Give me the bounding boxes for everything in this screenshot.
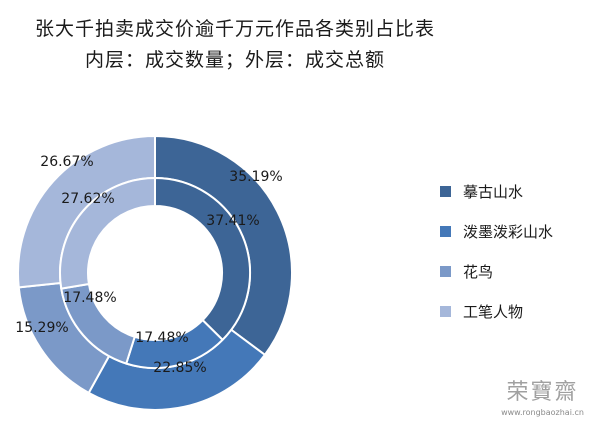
legend-item: 泼墨泼彩山水: [440, 220, 553, 242]
watermark-logo: 荣寶齋: [506, 380, 579, 405]
legend-item: 花鸟: [440, 260, 553, 282]
chart-title: 张大千拍卖成交价逾千万元作品各类别占比表: [34, 18, 435, 40]
outer-ring-data-label: 15.29%: [15, 320, 68, 336]
chart-subtitle: 内层：成交数量；外层：成交总额: [84, 49, 385, 71]
inner-ring-data-label: 17.48%: [135, 330, 188, 346]
watermark-url: www.rongbaozhai.cn: [501, 408, 584, 417]
legend-label: 摹古山水: [463, 182, 524, 201]
legend-item: 工笔人物: [440, 300, 553, 322]
watermark: 荣寶齋 www.rongbaozhai.cn: [490, 374, 595, 417]
outer-ring-data-label: 26.67%: [40, 154, 93, 170]
legend-swatch: [440, 305, 451, 317]
legend-label: 花鸟: [463, 262, 494, 281]
legend-item: 摹古山水: [440, 180, 553, 202]
legend-swatch: [440, 185, 451, 197]
legend-swatch: [440, 225, 451, 237]
legend-swatch: [440, 265, 451, 277]
inner-ring-data-label: 17.48%: [63, 290, 116, 306]
inner-ring-data-label: 37.41%: [206, 213, 259, 229]
legend-label: 泼墨泼彩山水: [463, 222, 554, 241]
inner-ring-data-label: 27.62%: [61, 191, 114, 207]
outer-ring-data-label: 22.85%: [153, 360, 206, 376]
legend-label: 工笔人物: [463, 302, 524, 321]
inner-ring-slice: [59, 176, 156, 290]
outer-ring-data-label: 35.19%: [229, 169, 282, 185]
legend: 摹古山水 泼墨泼彩山水 花鸟 工笔人物: [440, 180, 553, 340]
